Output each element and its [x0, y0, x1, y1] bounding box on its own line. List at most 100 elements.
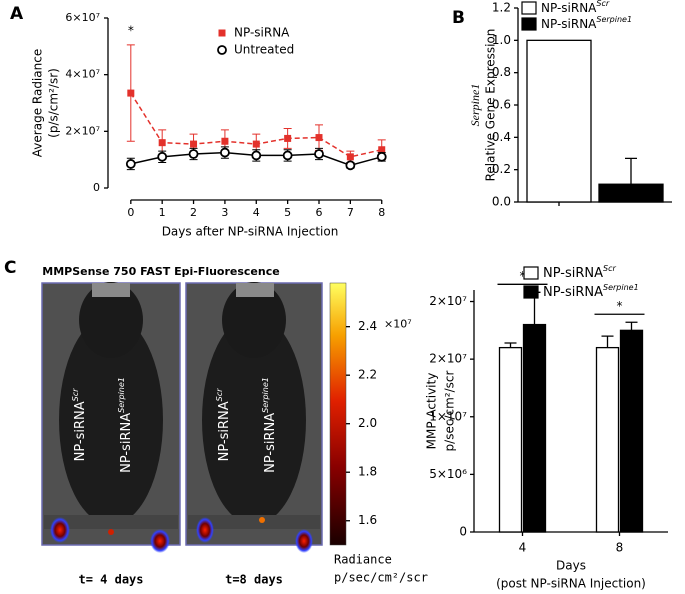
marker — [345, 160, 356, 171]
x-tick-label: 4 — [519, 541, 527, 555]
x-tick-label: 3 — [221, 206, 228, 219]
x-tick-label: 8 — [616, 541, 624, 555]
y-tick-label: 2×10⁷ — [65, 124, 100, 137]
annotation: * — [520, 269, 526, 283]
colorbar-tick-label: 2.4 — [358, 319, 377, 333]
x-tick-label: 5 — [284, 206, 291, 219]
marker — [282, 150, 293, 161]
marker — [376, 151, 387, 162]
y-tick-label: 2×10⁷ — [429, 352, 467, 366]
y-tick-label: 1.2 — [492, 1, 511, 15]
legend-swatch — [521, 1, 537, 15]
colorbar-tick-label: 2.0 — [358, 416, 377, 430]
x-tick-label: 1 — [159, 206, 166, 219]
y-tick-label: 1.0 — [492, 33, 511, 47]
mouse-label-sup: Scr — [215, 388, 224, 401]
marker — [157, 151, 168, 162]
marker — [315, 134, 323, 142]
colorbar-label: p/sec/cm²/scr — [334, 571, 428, 585]
mouse-label: NP-siRNASerpine1 — [261, 377, 278, 473]
legend-label: NP-siRNAScr — [541, 0, 610, 15]
legend-marker — [218, 29, 226, 37]
mouse-label-text: NP-siRNA — [217, 401, 232, 461]
marker — [158, 139, 166, 147]
legend-label: NP-siRNA — [234, 26, 290, 40]
bar — [619, 329, 644, 533]
x-axis-label: Days — [556, 559, 586, 573]
legend-swatch — [523, 285, 539, 299]
marker — [190, 140, 198, 148]
marker — [252, 140, 260, 148]
y-tick-label: 1×10⁷ — [429, 409, 467, 423]
marker — [346, 153, 354, 161]
legend-swatch — [521, 17, 537, 31]
annotation: * — [617, 299, 623, 313]
mouse-label-sup: Serpine1 — [261, 377, 270, 413]
colorbar-label: Radiance — [334, 553, 392, 567]
mouse-label-sup: Serpine1 — [117, 377, 126, 413]
mouse-label-text: NP-siRNA — [119, 413, 134, 473]
mouse-label: NP-siRNASerpine1 — [117, 377, 134, 473]
legend-label: NP-siRNASerpine1 — [541, 15, 632, 31]
legend-label: Untreated — [234, 43, 294, 57]
legend-label-text: NP-siRNA — [541, 17, 597, 31]
legend-label-text: NP-siRNA — [541, 1, 597, 15]
panel-label: C — [4, 258, 16, 278]
legend-label: NP-siRNASerpine1 — [543, 283, 639, 300]
marker — [127, 89, 135, 97]
y-tick-label: 0.4 — [492, 130, 511, 144]
colorbar-exponent: ×10⁷ — [384, 318, 412, 331]
marker — [284, 134, 292, 142]
legend-label-text: NP-siRNA — [543, 285, 603, 300]
legend-marker — [217, 45, 227, 55]
image-caption: t=8 days — [225, 573, 283, 587]
x-axis-label: (post NP-siRNA Injection) — [496, 577, 646, 591]
colorbar-tick-label: 1.8 — [358, 465, 377, 479]
bar — [595, 346, 620, 533]
x-tick-label: 4 — [253, 206, 260, 219]
y-tick-label: 5×10⁶ — [429, 467, 467, 481]
error-bar — [625, 321, 638, 331]
legend-label-text: NP-siRNA — [543, 266, 603, 281]
colorbar-tick-label: 1.6 — [358, 513, 377, 527]
x-tick-label: 0 — [127, 206, 134, 219]
x-axis-label: Days after NP-siRNA Injection — [162, 225, 339, 239]
x-tick-label: 6 — [316, 206, 323, 219]
error-bar — [601, 335, 614, 348]
marker — [221, 137, 229, 145]
annotation: * — [128, 23, 134, 37]
marker — [314, 149, 324, 159]
y-tick-label: 2×10⁷ — [429, 294, 467, 308]
bar — [522, 323, 547, 533]
y-axis-label: Average Radiance — [31, 49, 45, 157]
marker — [251, 150, 262, 161]
y-tick-label: 4×10⁷ — [65, 68, 100, 81]
y-tick-label: 0.2 — [492, 162, 511, 176]
error-bar — [504, 342, 517, 348]
marker — [125, 159, 136, 169]
y-tick-label: 0 — [93, 181, 100, 194]
colorbar — [329, 282, 347, 546]
legend-label-sup: Scr — [603, 264, 616, 273]
panel-label: A — [10, 4, 24, 24]
x-tick-label: 7 — [347, 206, 354, 219]
y-tick-label: 0.0 — [492, 195, 511, 209]
y-axis-label: Relative Gene Expression — [484, 29, 498, 182]
mouse-label: NP-siRNAScr — [71, 388, 88, 461]
bar — [498, 346, 523, 533]
marker — [378, 146, 386, 154]
image-title: MMPSense 750 FAST Epi-Fluorescence — [42, 265, 279, 278]
y-axis-label: (p/s/cm²/sr) — [47, 68, 61, 138]
x-tick-label: 8 — [378, 206, 385, 219]
y-axis-label: MMP Activity — [425, 373, 439, 450]
legend-swatch — [523, 266, 539, 280]
colorbar-tick-label: 2.2 — [358, 368, 377, 382]
y-tick-label: 0.8 — [492, 65, 511, 79]
y-tick-label: 0 — [459, 525, 467, 539]
error-bar — [625, 157, 637, 185]
y-axis-label: p/sec/cm²/scr — [443, 371, 457, 452]
mouse-label: NP-siRNAScr — [215, 388, 232, 461]
y-axis-label: Serpine1 — [468, 84, 482, 127]
legend-label-sup: Serpine1 — [603, 283, 639, 292]
